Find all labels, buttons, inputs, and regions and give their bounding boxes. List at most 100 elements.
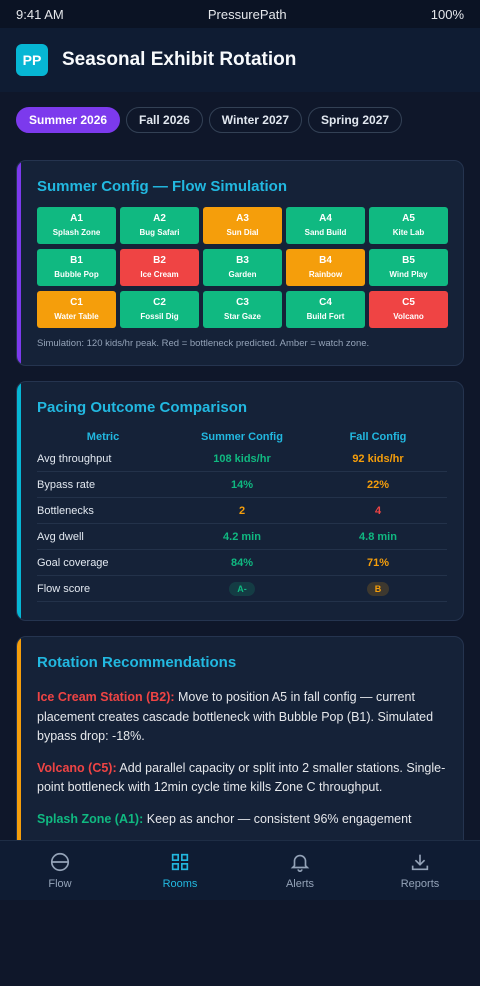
status-app-name: PressurePath [207,6,287,22]
metric-label: Bypass rate [37,478,96,491]
recommendation-item: Splash Zone (A1): Keep as anchor — consi… [37,810,447,830]
recommendation-item: Ice Cream Station (B2): Move to position… [37,688,447,747]
comparison-header-row: Metric Summer Config Fall Config [37,428,447,446]
simulation-title: Summer Config — Flow Simulation [37,178,288,195]
grid-icon [171,853,189,871]
tab-winter-2027[interactable]: Winter 2027 [208,107,303,133]
recommendation-list: Ice Cream Station (B2): Move to position… [37,688,447,829]
summer-value: 108 kids/hr [213,452,271,465]
bottom-nav: Flow Rooms Alerts Reports [0,840,480,900]
station-name: Garden [228,270,257,279]
station-id: B2 [153,255,166,266]
card-accent-bar [17,382,21,620]
header-fall: Fall Config [349,431,407,443]
app-logo: PP [16,44,48,76]
card-accent-bar [17,161,21,365]
tab-summer-2026[interactable]: Summer 2026 [16,107,121,133]
summer-value-cell: 4.2 min [169,531,315,543]
recommendations-title: Rotation Recommendations [37,654,237,671]
station-id: B1 [70,255,83,266]
station-cell-c5[interactable]: C5 Volcano [369,291,448,328]
fall-value-cell: 92 kids/hr [315,453,441,465]
station-name: Wind Play [389,270,428,279]
fall-value: 71% [366,556,390,569]
metric-label: Goal coverage [37,556,109,569]
station-id: B5 [402,255,415,266]
nav-flow-label: Flow [48,878,72,890]
station-cell-a4[interactable]: A4 Sand Build [286,207,365,244]
station-cell-c2[interactable]: C2 Fossil Dig [120,291,199,328]
station-cell-a2[interactable]: A2 Bug Safari [120,207,199,244]
station-id: A4 [319,213,332,224]
station-cell-c4[interactable]: C4 Build Fort [286,291,365,328]
flow-simulation-card: Summer Config — Flow Simulation A1 Splash… [16,160,464,366]
fall-value-cell: 4 [315,505,441,517]
tab-fall-2026[interactable]: Fall 2026 [126,107,203,133]
recommendation-station: Volcano (C5): [37,760,117,775]
station-cell-c3[interactable]: C3 Star Gaze [203,291,282,328]
bell-icon [290,854,310,872]
station-cell-b1[interactable]: B1 Bubble Pop [37,249,116,286]
station-id: B3 [236,255,249,266]
app-header: PP Seasonal Exhibit Rotation [0,28,480,92]
fall-value: 4 [374,504,382,517]
fall-value-cell: 4.8 min [315,531,441,543]
nav-alerts-label: Alerts [285,878,315,890]
nav-rooms[interactable]: Rooms [120,841,240,900]
scroll-content[interactable]: Summer Config — Flow Simulation A1 Splash… [0,160,480,840]
station-id: C2 [153,297,166,308]
header-metric: Metric [86,431,120,443]
flow-icon [50,852,70,872]
fall-value: 92 kids/hr [352,452,404,465]
station-name: Kite Lab [392,228,425,237]
station-name: Rainbow [308,270,343,279]
station-cell-b3[interactable]: B3 Garden [203,249,282,286]
status-time: 9:41 AM [16,6,64,22]
summer-value-cell: A- [169,581,315,596]
tab-spring-2027[interactable]: Spring 2027 [308,107,403,133]
station-cell-b2[interactable]: B2 Ice Cream [120,249,199,286]
status-bar: 9:41 AM PressurePath 100% [0,0,480,28]
summer-score-badge: A- [229,581,255,596]
station-name: Star Gaze [224,312,261,321]
fall-value-cell: 71% [315,557,441,569]
station-name: Bug Safari [139,228,180,237]
fall-value-cell: 22% [315,479,441,491]
station-name: Water Table [54,312,99,321]
fall-value-cell: B [315,581,441,596]
recommendation-station: Ice Cream Station (B2): [37,690,175,704]
recommendations-card: Rotation Recommendations Ice Cream Stati… [16,636,464,840]
recommendation-text: Add parallel capacity or split into 2 sm… [37,760,446,795]
fall-value: 4.8 min [359,530,397,543]
station-id: B4 [319,255,332,266]
nav-flow[interactable]: Flow [0,841,120,900]
status-battery: 100% [430,6,464,22]
station-cell-a1[interactable]: A1 Splash Zone [37,207,116,244]
station-id: A2 [153,213,166,224]
station-cell-a5[interactable]: A5 Kite Lab [369,207,448,244]
comparison-rows: Avg throughput 108 kids/hr 92 kids/hr Bypas… [37,446,447,602]
station-cell-b5[interactable]: B5 Wind Play [369,249,448,286]
recommendation-item: Volcano (C5): Add parallel capacity or s… [37,759,447,798]
download-icon [411,854,429,871]
nav-alerts[interactable]: Alerts [240,841,360,900]
metric-label: Flow score [37,582,91,595]
simulation-note: Simulation: 120 kids/hr peak. Red = bott… [37,338,370,349]
table-row: Flow score A- B [37,576,447,602]
summer-value-cell: 14% [169,479,315,491]
station-name: Bubble Pop [54,270,99,279]
pacing-comparison-card: Pacing Outcome Comparison Metric Summer … [16,381,464,621]
metric-label: Avg throughput [37,452,112,465]
summer-value: 14% [230,478,254,491]
metric-label: Bottlenecks [37,504,94,517]
station-id: C4 [319,297,332,308]
station-cell-b4[interactable]: B4 Rainbow [286,249,365,286]
station-cell-c1[interactable]: C1 Water Table [37,291,116,328]
nav-reports-label: Reports [400,878,440,890]
nav-reports[interactable]: Reports [360,841,480,900]
station-cell-a3[interactable]: A3 Sun Dial [203,207,282,244]
summer-value-cell: 84% [169,557,315,569]
station-id: A3 [236,213,249,224]
recommendation-text: Keep as anchor — consistent 96% engageme… [143,811,412,826]
station-id: C1 [70,297,83,308]
